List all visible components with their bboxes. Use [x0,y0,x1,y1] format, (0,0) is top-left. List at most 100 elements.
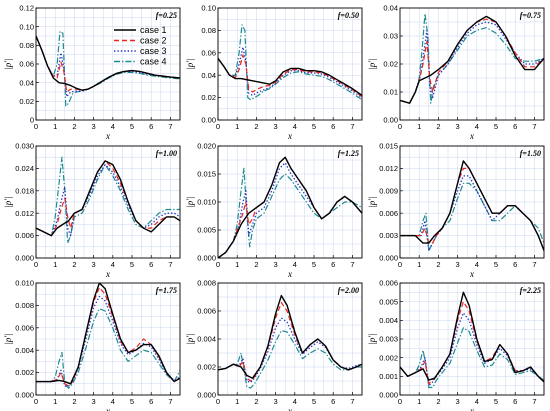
x-tick-label: 6 [331,397,335,406]
x-tick-label: 1 [53,397,57,406]
y-tick-label: 0.006 [379,209,398,218]
x-tick-label: 6 [149,397,153,406]
y-tick-label: 0.003 [379,231,398,240]
y-tick-label: 0.015 [379,142,398,151]
x-tick-label: 3 [456,397,460,406]
y-axis-title: |p'| [3,196,13,207]
y-tick-label: 0.06 [19,60,34,69]
x-tick-label: 3 [92,122,96,131]
series-line-case-3 [400,312,544,387]
x-tick-label: 4 [111,397,115,406]
y-axis-title: |p'| [185,333,195,344]
y-tick-label: 0.004 [15,346,34,355]
y-axis-title: |p'| [185,58,195,69]
x-tick-label: 2 [72,122,76,131]
chart-panel: 0 1 2 3 4 5 6 7 0.000 0.006 0.012 0.018 0.024 0.030 x |… [3,142,181,279]
panel-title: f=1.50 [520,149,541,158]
legend-label: case 4 [140,57,167,67]
x-tick-label: 7 [350,122,354,131]
y-tick-label: 0.024 [15,164,34,173]
x-tick-label: 1 [417,260,421,269]
x-axis-title: x [287,406,292,411]
x-tick-label: 4 [475,260,479,269]
y-tick-label: 0.005 [379,297,398,306]
y-tick-label: 0.000 [15,391,34,400]
y-tick-label: 0.004 [379,316,398,325]
grid [35,7,181,121]
x-tick-label: 0 [398,122,402,131]
series-line-case-4 [218,330,362,389]
y-tick-label: 0.000 [197,254,216,263]
x-tick-label: 7 [168,122,172,131]
x-tick-label: 3 [274,260,278,269]
y-axis-title: |p'| [185,196,195,207]
y-tick-label: 0.015 [197,170,216,179]
x-axis-title: x [105,131,110,141]
x-axis-title: x [469,406,474,411]
y-tick-label: 0.01 [383,88,398,97]
plot-frame [35,282,181,396]
series-line-case-1 [400,160,544,251]
series-group [36,156,180,244]
panel-title: f=0.75 [520,11,541,20]
x-tick-label: 2 [436,397,440,406]
x-axis-title: x [105,406,110,411]
y-tick-label: 0.00 [383,116,398,125]
x-tick-label: 1 [53,260,57,269]
y-tick-label: 0 [30,116,34,125]
x-tick-label: 1 [235,397,239,406]
series-line-case-3 [218,46,362,99]
y-tick-label: 0.004 [197,335,216,344]
x-tick-label: 6 [331,122,335,131]
chart-panel: 0 1 2 3 4 5 6 7 0.00 0.02 0.04 0.06 0.08 0.10 x |p'| f=0… [185,4,363,141]
y-tick-label: 0.001 [379,372,398,381]
y-tick-label: 0.06 [201,48,216,57]
series-line-case-1 [36,35,180,91]
x-tick-label: 5 [494,397,498,406]
y-tick-label: 0.018 [15,186,34,195]
series-group [218,24,362,101]
x-tick-label: 4 [293,122,297,131]
y-tick-label: 0.009 [379,186,398,195]
x-tick-label: 6 [331,260,335,269]
series-line-case-4 [218,24,362,101]
x-tick-label: 4 [475,397,479,406]
y-tick-label: 0.008 [15,301,34,310]
x-tick-label: 0 [398,260,402,269]
y-tick-label: 0.000 [379,391,398,400]
x-tick-label: 2 [72,397,76,406]
x-tick-label: 7 [532,260,536,269]
x-tick-label: 3 [456,122,460,131]
x-axis-title: x [105,269,110,279]
x-tick-label: 5 [130,397,134,406]
y-tick-label: 0.030 [15,142,34,151]
y-tick-label: 0.002 [15,368,34,377]
chart-panel: 0 1 2 3 4 5 6 7 0.000 0.005 0.010 0.015 0.020 x |p'| f=… [185,142,363,279]
x-axis-title: x [287,269,292,279]
series-group [36,30,180,107]
series-group [36,283,180,389]
x-tick-label: 6 [513,397,517,406]
y-axis-title: |p'| [3,333,13,344]
x-tick-label: 2 [254,260,258,269]
plot-frame [399,145,545,259]
series-line-case-1 [218,294,362,379]
x-tick-label: 5 [494,122,498,131]
x-tick-label: 3 [274,397,278,406]
y-tick-label: 0.010 [15,279,34,288]
y-tick-label: 0.006 [15,323,34,332]
series-line-case-1 [400,15,544,104]
y-tick-label: 0.002 [379,353,398,362]
x-tick-label: 2 [436,260,440,269]
x-tick-label: 4 [475,122,479,131]
chart-panel: 0 1 2 3 4 5 6 7 0 0.02 0.04 0.06 0.08 0.10 0.12 x |p'| f=… [3,4,181,141]
series-line-case-4 [400,182,544,252]
y-tick-label: 0.012 [379,164,398,173]
series-line-case-3 [218,317,362,384]
y-tick-label: 0.020 [197,142,216,151]
x-axis-title: x [469,269,474,279]
legend-label: case 3 [140,46,167,56]
panel-title: f=1.75 [156,286,177,295]
y-tick-label: 0.010 [197,198,216,207]
